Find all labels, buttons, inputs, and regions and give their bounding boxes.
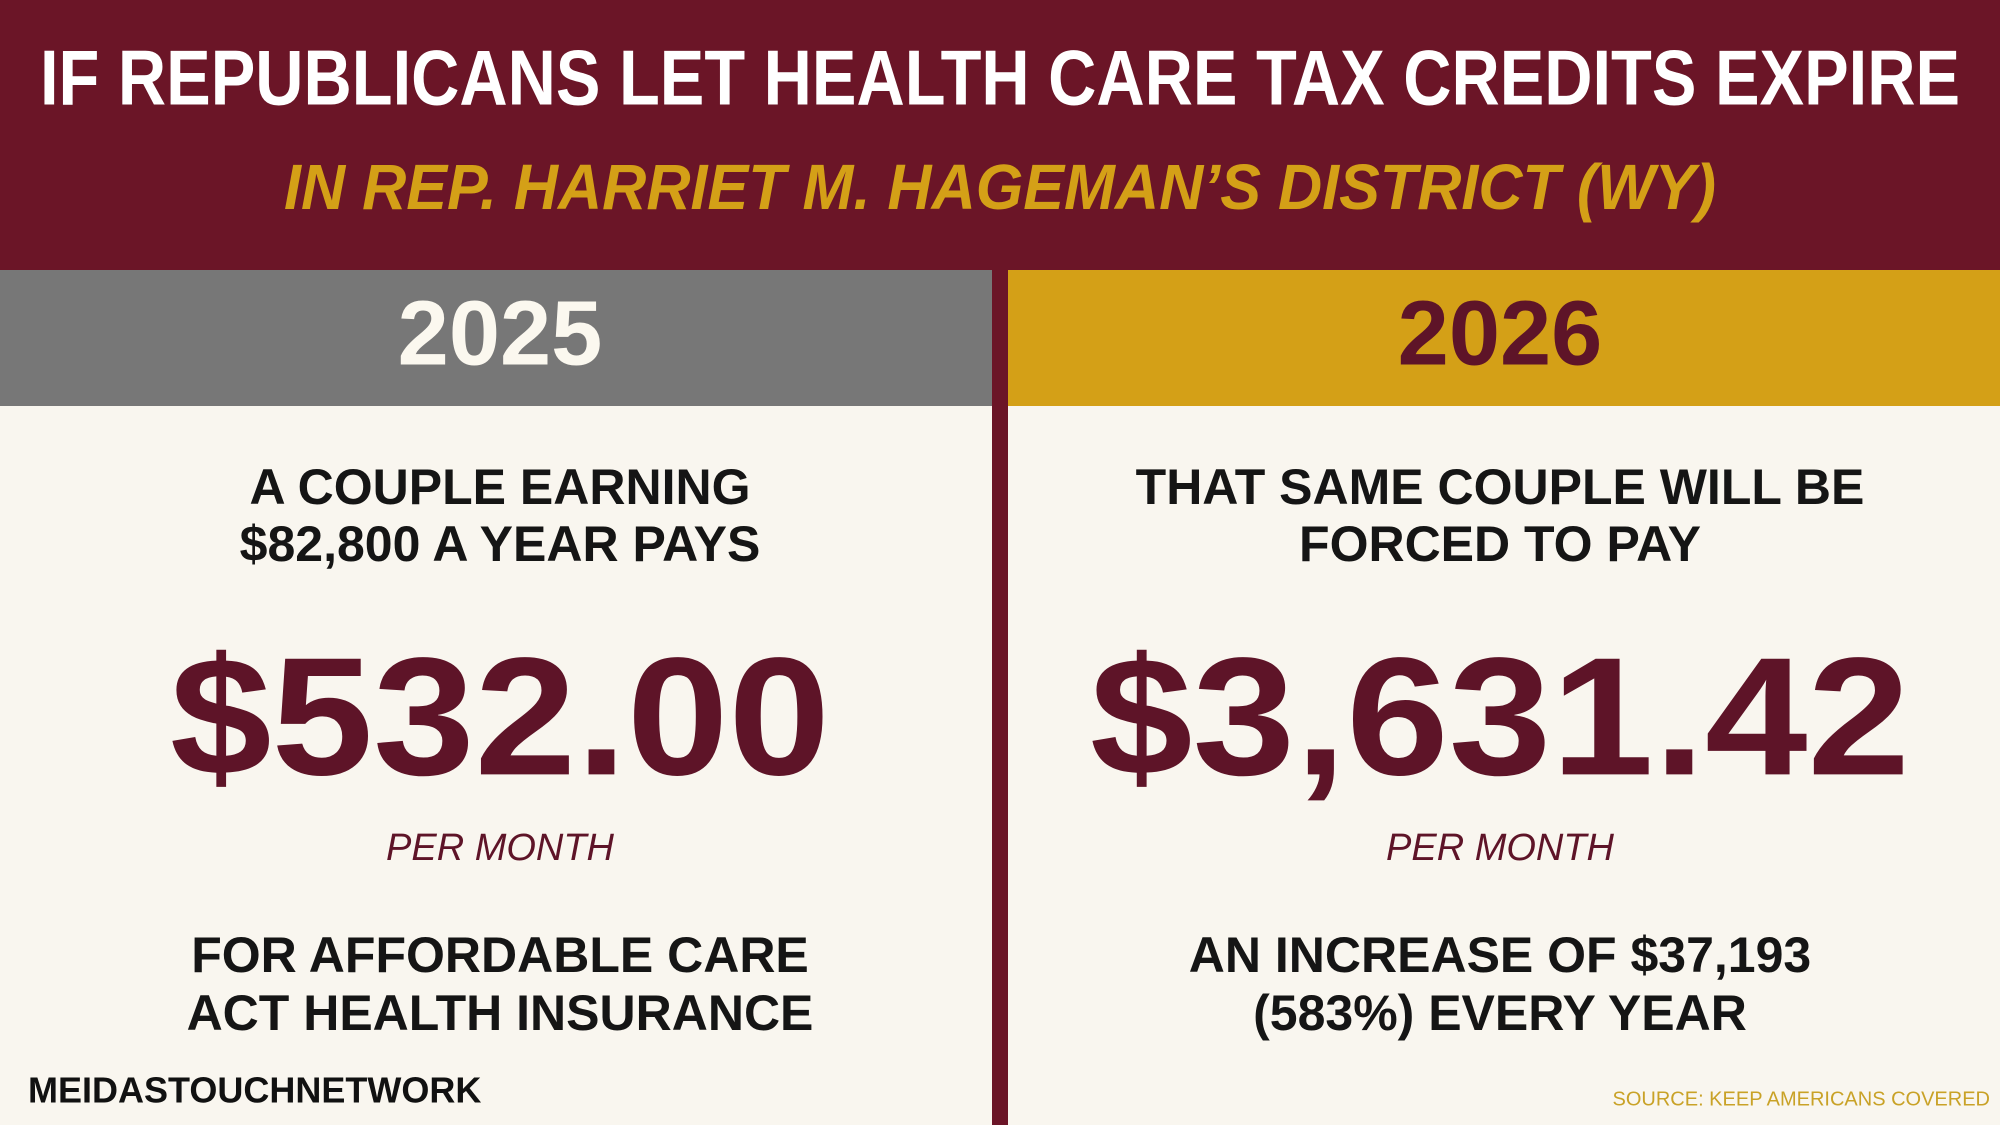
year: 2025: [398, 282, 603, 384]
unit: PER MONTH: [386, 827, 615, 869]
outro-line: FOR AFFORDABLE CARE: [191, 927, 809, 983]
intro-line: A COUPLE EARNING: [250, 459, 751, 515]
branding: MEIDASTOUCHNETWORK: [28, 1070, 481, 1111]
amount: $532.00: [170, 622, 830, 810]
year-band-right: [1008, 270, 2000, 406]
source: SOURCE: KEEP AMERICANS COVERED: [1613, 1088, 1991, 1110]
outro-line: ACT HEALTH INSURANCE: [187, 985, 814, 1041]
intro-line: FORCED TO PAY: [1299, 516, 1701, 572]
amount: $3,631.42: [1090, 622, 1910, 810]
header-band: [0, 0, 2000, 270]
subtitle: IN REP. HARRIET M. HAGEMAN’S DISTRICT (W…: [284, 151, 1716, 223]
year-band-left: [0, 270, 992, 406]
outro-line: AN INCREASE OF $37,193: [1189, 927, 1811, 983]
outro-line: (583%) EVERY YEAR: [1253, 985, 1747, 1041]
title: IF REPUBLICANS LET HEALTH CARE TAX CREDI…: [40, 34, 1960, 122]
year: 2026: [1398, 282, 1603, 384]
divider: [992, 270, 1008, 1125]
unit: PER MONTH: [1386, 827, 1615, 869]
intro-line: $82,800 A YEAR PAYS: [240, 516, 761, 572]
intro-line: THAT SAME COUPLE WILL BE: [1136, 459, 1865, 515]
